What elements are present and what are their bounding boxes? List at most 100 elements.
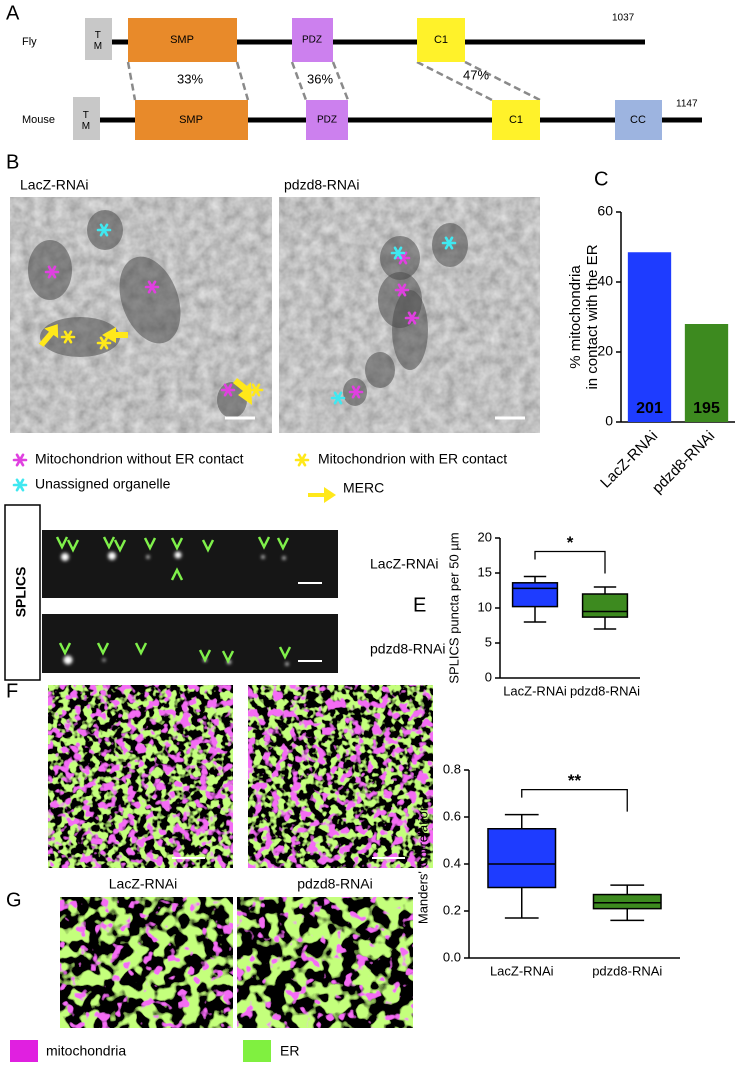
y-tick-label: 0.6 [443,808,461,823]
y-tick-label: 0.4 [443,855,461,870]
homology-lines [126,60,541,102]
domain-label: TM [80,110,91,132]
bar-annotation: 195 [693,400,720,417]
asterisk [60,330,76,344]
panel-label: B [6,151,19,173]
box [581,593,629,618]
box [487,828,557,889]
panel-label: F [6,680,18,702]
asterisk [394,283,410,297]
y-tick-label: 0.8 [443,761,461,776]
legend-swatch [10,1040,38,1062]
asterisk [441,236,457,250]
domain-box [85,18,112,60]
segmented-image [237,897,413,1028]
scale-bars [298,582,322,662]
y-axis-title: % mitochondria [567,265,584,369]
legend-label: mitochondria [46,1043,126,1059]
box [592,893,662,910]
domain-diagram: Fly Mouse 1037 1147 TM SMP PDZ C1 TM SMP… [22,13,702,140]
y-tick-label: 20 [478,529,492,544]
row-label: pdzd8-RNAi [370,641,445,657]
legend-label: Mitochondrion with ER contact [318,451,507,467]
domain-box [306,100,348,140]
y-tick-label: 10 [478,599,492,614]
asterisk [96,336,112,350]
y-tick-label: 0 [605,413,613,429]
bar [627,252,672,422]
bar [684,324,729,422]
domain-box [492,100,540,140]
asterisk [44,265,60,279]
domain-box [128,18,237,62]
identity-label: 33% [177,71,203,86]
y-tick-label: 20 [597,343,613,359]
organelles [28,210,468,418]
significance-bracket [534,550,606,574]
y-tick-label: 0.2 [443,902,461,917]
x-tick-label: pdzd8-RNAi [592,963,662,978]
y-tick-label: 40 [597,273,613,289]
asterisk [348,385,364,399]
image-label: pdzd8-RNAi [284,177,359,193]
asterisk [390,246,406,260]
domain-label: C1 [509,114,523,126]
domain-box [615,100,662,140]
y-tick-label: 0.0 [443,949,461,964]
x-tick-label: LacZ-RNAi [503,683,567,698]
side-label: SPLICS [13,567,29,618]
panel-label: E [413,594,426,616]
species-label: Mouse [22,114,55,126]
length-label: 1147 [676,99,698,110]
domain-box [73,97,100,140]
asterisk [12,478,28,492]
fluorescence-image [248,685,433,868]
x-tick-label: pdzd8-RNAi [570,683,640,698]
identity-label: 47% [463,67,489,82]
domain-label: SMP [179,114,203,126]
bar-annotation: 201 [636,400,663,417]
y-tick-label: 15 [478,564,492,579]
asterisk [395,251,411,265]
y-axis-title: in contact with the ER [584,244,601,389]
domain-label: TM [92,30,103,52]
significance-label: ** [568,771,582,790]
merc-arrows [38,324,336,503]
y-axis-title: SPLICS puncta per 50 µm [446,532,461,683]
legend-label: MERC [343,480,384,496]
x-tick-label: LacZ-RNAi [490,963,554,978]
box [511,582,559,608]
domain-box [292,18,333,62]
species-label: Fly [22,36,37,48]
asterisk [220,383,236,397]
asterisk [404,311,420,325]
significance-bracket [521,789,628,812]
domain-label: PDZ [302,35,322,46]
asterisk [96,223,112,237]
y-axis-title: Manders' Correlation [415,804,430,924]
asterisk [144,280,160,294]
length-label: 1037 [612,13,635,24]
y-tick-label: 60 [597,203,613,219]
domain-label: C1 [434,34,448,46]
image-label: pdzd8-RNAi [297,876,372,892]
panel-label: G [6,889,22,911]
asterisk [294,453,310,467]
domain-label: CC [630,114,646,126]
asterisks [12,223,457,492]
legend-label: ER [280,1043,299,1059]
panel-label: A [6,2,20,24]
y-tick-label: 0 [485,669,492,684]
significance-label: * [567,533,574,552]
row-label: LacZ-RNAi [370,556,438,572]
image-label: LacZ-RNAi [20,177,88,193]
domain-label: PDZ [317,115,337,126]
domain-box [135,100,248,140]
legend-label: Mitochondrion without ER contact [35,451,244,467]
fluorescence-image [48,685,233,868]
panel-label: C [594,168,608,190]
segmented-image [60,897,233,1028]
asterisk [330,391,346,405]
domain-box [417,18,465,62]
